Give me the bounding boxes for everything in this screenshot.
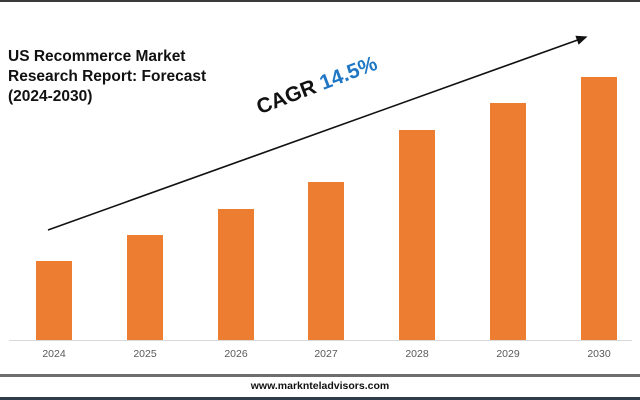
bar-2024 [36,261,72,340]
x-tick-label: 2025 [133,348,157,360]
bottom-border [0,397,640,400]
x-axis-line [9,340,632,341]
bar-2028 [399,130,435,340]
top-border [0,0,640,2]
x-tick-label: 2026 [224,348,248,360]
x-tick-label: 2030 [587,348,611,360]
x-tick-label: 2028 [405,348,429,360]
bar-2029 [490,103,526,340]
footer-website: www.marknteladvisors.com [250,380,390,392]
bar-2025 [127,235,163,340]
x-tick-label: 2027 [314,348,338,360]
x-tick-label: 2024 [42,348,66,360]
chart-title: US Recommerce Market Research Report: Fo… [8,48,207,105]
x-tick-label: 2029 [496,348,520,360]
bar-2026 [218,209,254,340]
bar-2030 [581,77,617,340]
bar-2027 [308,182,344,340]
footer-separator [0,374,640,377]
bar-chart: 2024 2025 2026 2027 2028 2029 2030 [9,77,632,360]
